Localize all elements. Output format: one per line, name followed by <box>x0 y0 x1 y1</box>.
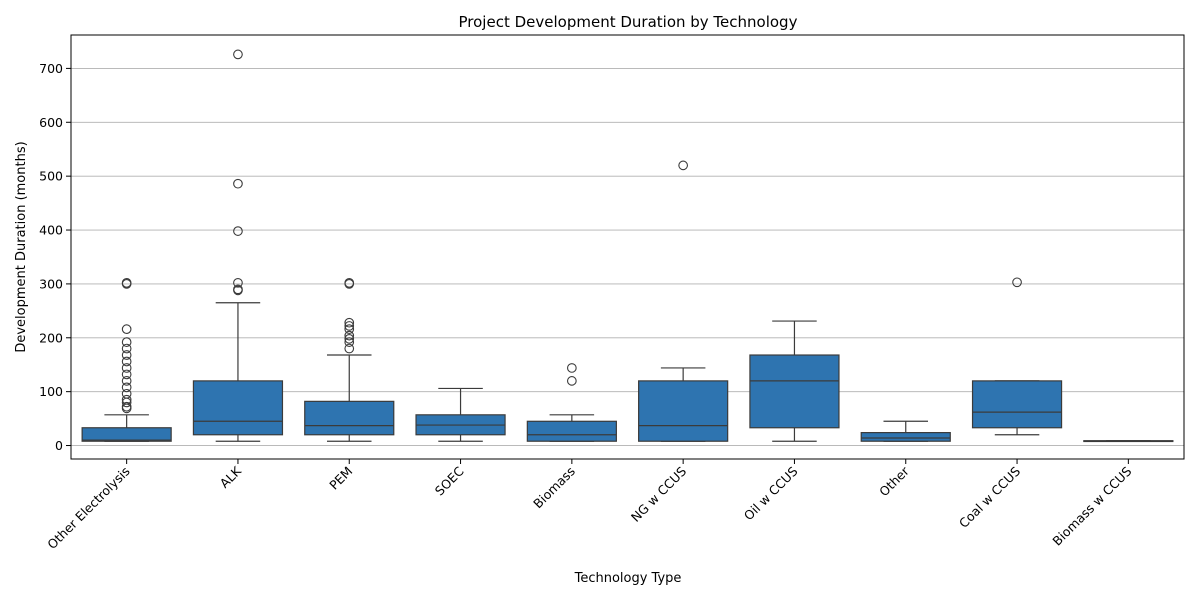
outlier-point <box>233 277 243 288</box>
outlier-point <box>344 330 355 341</box>
y-tick-label: 700 <box>39 61 63 76</box>
outlier-point <box>121 363 132 373</box>
outlier-point <box>344 343 355 354</box>
outlier-point <box>678 160 689 171</box>
outlier-point <box>121 376 132 386</box>
box-group <box>971 277 1063 436</box>
iqr-box <box>81 427 172 442</box>
outlier-point <box>121 277 132 288</box>
y-tick-label: 500 <box>39 169 63 184</box>
outlier-point <box>344 324 355 335</box>
box-group <box>192 49 284 442</box>
iqr-box <box>192 380 284 436</box>
box-group <box>638 160 729 442</box>
outlier-point <box>344 277 355 288</box>
outlier-point <box>121 356 132 367</box>
iqr-box <box>749 354 840 429</box>
outlier-point <box>233 178 243 189</box>
outlier-point <box>121 382 132 393</box>
plot-frame <box>70 34 1185 460</box>
outlier-point <box>121 388 132 399</box>
box-group <box>81 277 172 442</box>
outlier-point <box>121 369 132 380</box>
outlier-point <box>344 337 355 347</box>
outlier-point <box>344 334 355 344</box>
outlier-point <box>121 350 132 360</box>
outlier-point <box>121 343 132 354</box>
box-group <box>526 363 617 442</box>
boxes-layer <box>81 49 1174 443</box>
y-tick-label: 400 <box>39 223 63 238</box>
outlier-point <box>566 363 577 373</box>
outlier-point <box>121 324 132 335</box>
chart-title: Project Development Duration by Technolo… <box>459 13 798 31</box>
outlier-point <box>233 284 243 295</box>
y-axis-label: Development Duration (months) <box>14 141 29 352</box>
iqr-box <box>638 380 729 442</box>
y-tick-label: 300 <box>39 276 63 291</box>
iqr-box <box>971 380 1063 429</box>
box-group <box>860 420 951 442</box>
y-tick-label: 0 <box>55 438 63 453</box>
outlier-point <box>121 337 132 347</box>
outlier-point <box>566 376 577 386</box>
outlier-point <box>344 317 355 328</box>
outlier-point <box>121 401 132 412</box>
box-group <box>415 387 506 442</box>
x-axis-label: Technology Type <box>574 571 682 586</box>
box-group <box>1083 440 1174 443</box>
y-tick-label: 100 <box>39 384 63 399</box>
iqr-box <box>304 400 395 436</box>
iqr-box <box>860 432 951 442</box>
box-group <box>749 320 840 442</box>
outlier-point <box>344 321 355 331</box>
y-tick-label: 200 <box>39 330 63 345</box>
box-group <box>304 277 395 442</box>
outlier-point <box>121 394 132 405</box>
outlier-point <box>1012 277 1022 288</box>
outlier-point <box>233 226 243 236</box>
y-tick-label: 600 <box>39 115 63 130</box>
outlier-point <box>233 49 243 60</box>
iqr-box <box>526 420 617 442</box>
